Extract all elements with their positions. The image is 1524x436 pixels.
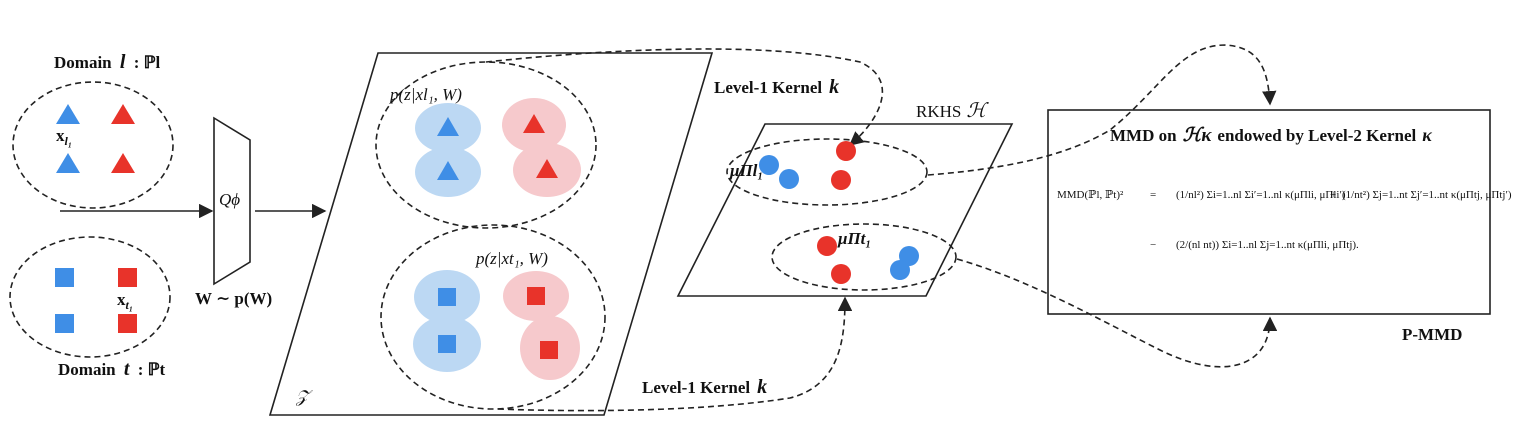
x-l1-label: xl₁: [56, 126, 72, 148]
red-circle: [817, 236, 837, 256]
weight-prior-label: W ∼ p(W): [195, 289, 272, 308]
domain-l-ellipse: [12, 81, 174, 209]
blue-square: [438, 288, 456, 306]
eq-term1: (1/nl²) Σi=1..nl Σi′=1..nl κ(μΠli, μΠli′…: [1176, 189, 1346, 201]
blue-triangle: [437, 161, 459, 180]
rkhs-label: RKHS ℋ: [916, 100, 989, 122]
level1-kernel-top: Level-1 Kernel k: [485, 48, 884, 146]
rkhs-embed-l: [726, 138, 928, 206]
rkhs-parallelogram: [676, 123, 1014, 297]
red-square: [540, 341, 558, 359]
red-square: [118, 268, 137, 287]
blue-triangle: [437, 117, 459, 136]
red-triangle: [111, 153, 135, 173]
mu-t-label: μΠt₁: [837, 229, 871, 248]
kernel-top-arrow: [485, 48, 884, 146]
blue-triangle: [56, 104, 80, 124]
level2-connectors: [927, 44, 1278, 368]
domain-t-ellipse: [9, 236, 171, 358]
latent-space-parallelogram: [268, 52, 714, 416]
blue-triangle: [56, 153, 80, 173]
latent-space-group: 𝒵 p(z|xl₁, W) p(z|xt₁, W): [268, 52, 714, 416]
posterior-l-label: p(z|xl₁, W): [389, 85, 462, 104]
pmmd-label: P-MMD: [1402, 325, 1462, 344]
blue-circle: [759, 155, 779, 175]
red-triangle: [111, 104, 135, 124]
latent-space-label: 𝒵: [295, 387, 313, 406]
blue-circle: [890, 260, 910, 280]
red-square: [527, 287, 545, 305]
mu-l-label: μΠl₁: [729, 161, 763, 180]
blue-circle: [779, 169, 799, 189]
rkhs-group: RKHS ℋ μΠl₁ μΠt₁: [676, 100, 1014, 297]
red-circle: [831, 170, 851, 190]
kernel-bottom-label: Level-1 Kernel k: [642, 376, 767, 398]
kernel-bottom-arrow: [497, 296, 853, 412]
kernel-top-label: Level-1 Kernel k: [714, 76, 839, 98]
blue-square: [438, 335, 456, 353]
red-triangle: [523, 114, 545, 133]
red-square: [118, 314, 137, 333]
blue-square: [55, 268, 74, 287]
encoder-group: Qϕ W ∼ p(W): [60, 116, 327, 308]
mmd-box-group: MMD on ℋκ endowed by Level-2 Kernel κ MMD(ℙ…: [1047, 109, 1512, 344]
eq-equals: =: [1150, 189, 1156, 201]
mmd-title: MMD on ℋκ endowed by Level-2 Kernel κ: [1110, 125, 1432, 146]
posterior-t-label: p(z|xt₁, W): [475, 249, 548, 268]
domain-t-label: Domain t : ℙt: [58, 358, 166, 380]
blue-square: [55, 314, 74, 333]
red-triangle: [536, 159, 558, 178]
level2-bottom-arrow: [956, 258, 1278, 368]
blue-soft-blob: [413, 270, 481, 372]
encoder-trapezoid: [213, 116, 251, 286]
latent-cluster-t: [380, 224, 606, 410]
eq-term2: (1/nt²) Σj=1..nt Σj′=1..nt κ(μΠtj, μΠtj′…: [1342, 189, 1512, 201]
domain-l-group: Domain l : ℙl xl₁: [12, 51, 174, 209]
rkhs-embed-t: [771, 223, 957, 291]
eq-term3: (2/(nl nt)) Σi=1..nl Σj=1..nt κ(μΠli, μΠ…: [1176, 239, 1359, 251]
domain-l-label: Domain l : ℙl: [54, 51, 161, 73]
red-circle: [831, 264, 851, 284]
x-t1-label: xt₁: [117, 290, 133, 312]
red-soft-blob: [502, 98, 581, 197]
eq-lhs: MMD(ℙl, ℙt)²: [1057, 189, 1124, 201]
eq-plus: +: [1330, 189, 1336, 201]
level1-kernel-bottom: Level-1 Kernel k: [497, 296, 853, 412]
latent-cluster-l: [375, 61, 597, 229]
mmd-box: [1047, 109, 1491, 315]
encoder-label: Qϕ: [219, 190, 240, 209]
level2-top-arrow: [927, 44, 1277, 176]
red-circle: [836, 141, 856, 161]
eq-minus: −: [1150, 239, 1156, 251]
domain-t-group: xt₁ Domain t : ℙt: [9, 236, 171, 380]
